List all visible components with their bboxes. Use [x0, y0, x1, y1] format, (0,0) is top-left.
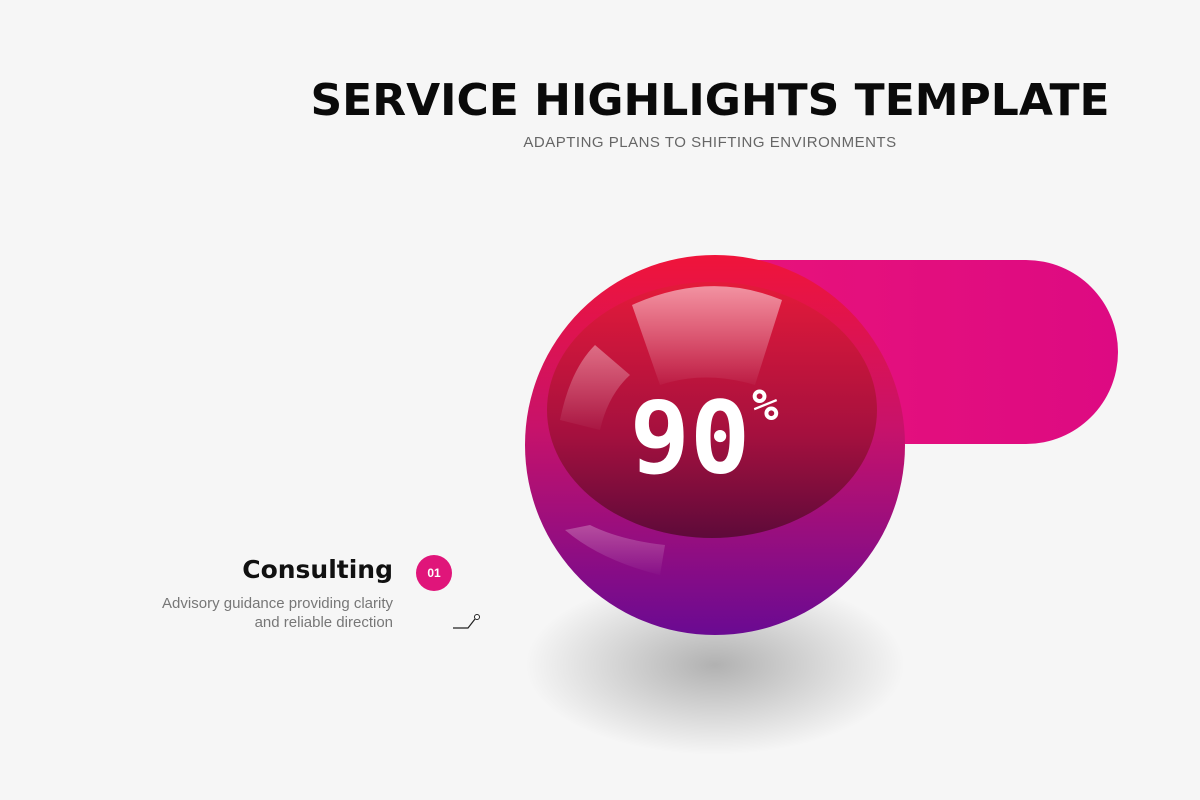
connector-dot — [474, 614, 480, 620]
gloss — [632, 286, 782, 385]
shadow — [525, 575, 905, 755]
connector — [453, 618, 476, 629]
item-heading: Consulting — [242, 555, 393, 584]
item-description: Advisory guidance providing clarity — [162, 595, 393, 612]
percent-unit: % — [752, 380, 779, 431]
percent-value: 90 — [630, 379, 750, 496]
item-description: and reliable direction — [255, 614, 393, 631]
subtitle: ADAPTING PLANS TO SHIFTING ENVIRONMENTS — [523, 134, 896, 151]
inner-sphere — [547, 282, 877, 538]
gloss — [560, 345, 630, 430]
title: SERVICE HIGHLIGHTS TEMPLATE — [310, 75, 1109, 126]
badge-number: 01 — [427, 566, 441, 580]
gloss — [565, 525, 665, 575]
badge — [416, 555, 452, 591]
